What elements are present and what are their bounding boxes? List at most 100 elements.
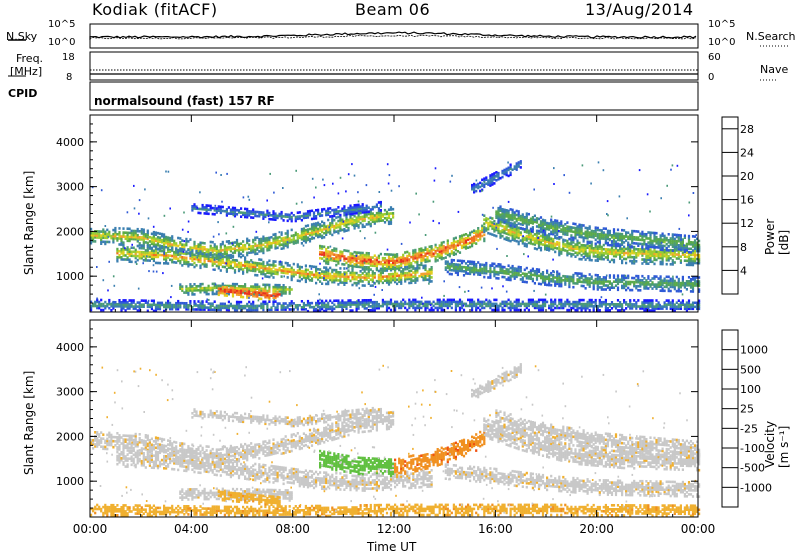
data-cell [497,223,500,226]
data-cell [274,260,277,263]
data-cell [570,275,573,279]
data-cell [410,281,413,285]
data-cell [495,276,498,280]
data-cell [414,252,417,256]
data-cell [537,223,541,227]
data-cell [233,304,237,308]
data-cell [665,238,668,242]
data-cell [317,231,320,235]
data-cell [576,247,579,251]
data-cell [462,245,466,249]
data-cell [201,245,204,249]
data-cell [507,219,510,223]
data-cell [292,270,295,274]
data-cell [582,236,585,239]
data-cell [355,251,358,254]
data-cell [268,285,271,289]
data-cell [146,255,149,258]
data-cell [329,258,332,262]
data-cell [454,263,457,266]
data-cell [430,255,433,258]
data-cell [521,240,524,243]
data-cell [653,262,656,266]
data-cell [576,274,579,277]
data-cell [643,277,646,280]
data-cell [509,229,512,233]
data-cell [138,254,141,258]
data-cell [233,261,237,264]
data-cell [389,268,393,272]
data-cell [578,245,581,249]
data-cell [570,244,573,248]
data-cell [203,261,206,264]
data-cell [201,249,204,253]
data-cell [187,304,190,307]
data-cell [389,267,393,271]
data-cell [560,228,563,231]
data-cell [306,272,310,276]
data-cell [387,259,391,262]
data-cell [452,239,455,242]
data-cell [649,243,652,247]
data-cell [511,264,514,268]
data-cell [679,281,682,285]
data-cell [329,305,332,309]
data-cell [452,245,455,248]
data-cell [491,264,494,267]
data-cell [473,237,476,241]
data-cell [566,221,569,224]
freq-tick-high: 18 [62,52,75,63]
data-cell [211,256,214,259]
data-cell [215,290,218,294]
data-cell [572,236,575,240]
data-cell [142,299,145,302]
data-cell [505,278,508,281]
data-cell [331,278,334,282]
data-cell [610,282,614,285]
data-cell [448,264,451,268]
data-cell [183,256,186,259]
data-cell [422,259,425,262]
data-cell [608,288,611,291]
data-cell [347,249,350,253]
data-cell [564,275,567,278]
data-cell [345,261,348,265]
data-cell [258,287,261,291]
data-cell [256,264,259,267]
data-cell [282,236,285,240]
data-cell [266,238,269,242]
data-cell [675,241,678,245]
data-cell [602,253,605,257]
data-cell [266,302,269,306]
data-cell [379,262,382,266]
data-cell [633,238,636,241]
data-cell [165,301,168,305]
data-cell [450,260,453,264]
data-cell [671,235,674,238]
data-cell [663,240,666,244]
data-cell [572,238,575,242]
data-cell [681,248,684,251]
data-cell [339,221,342,224]
data-cell [507,239,510,242]
data-cell [584,230,587,234]
data-cell [604,237,607,241]
data-cell [527,237,530,241]
data-cell [637,230,640,233]
data-cell [596,236,599,240]
data-cell [181,252,184,255]
data-cell [647,252,650,255]
data-cell [185,291,188,294]
data-cell [110,234,113,238]
data-cell [154,303,158,307]
data-cell [389,308,393,312]
data-cell [420,255,423,258]
data-cell [169,301,172,305]
data-cell [627,249,630,253]
data-cell [594,234,597,237]
data-cell [154,253,158,257]
data-cell [152,259,155,263]
data-cell [616,228,620,232]
data-cell [657,250,660,254]
data-cell [284,302,287,305]
